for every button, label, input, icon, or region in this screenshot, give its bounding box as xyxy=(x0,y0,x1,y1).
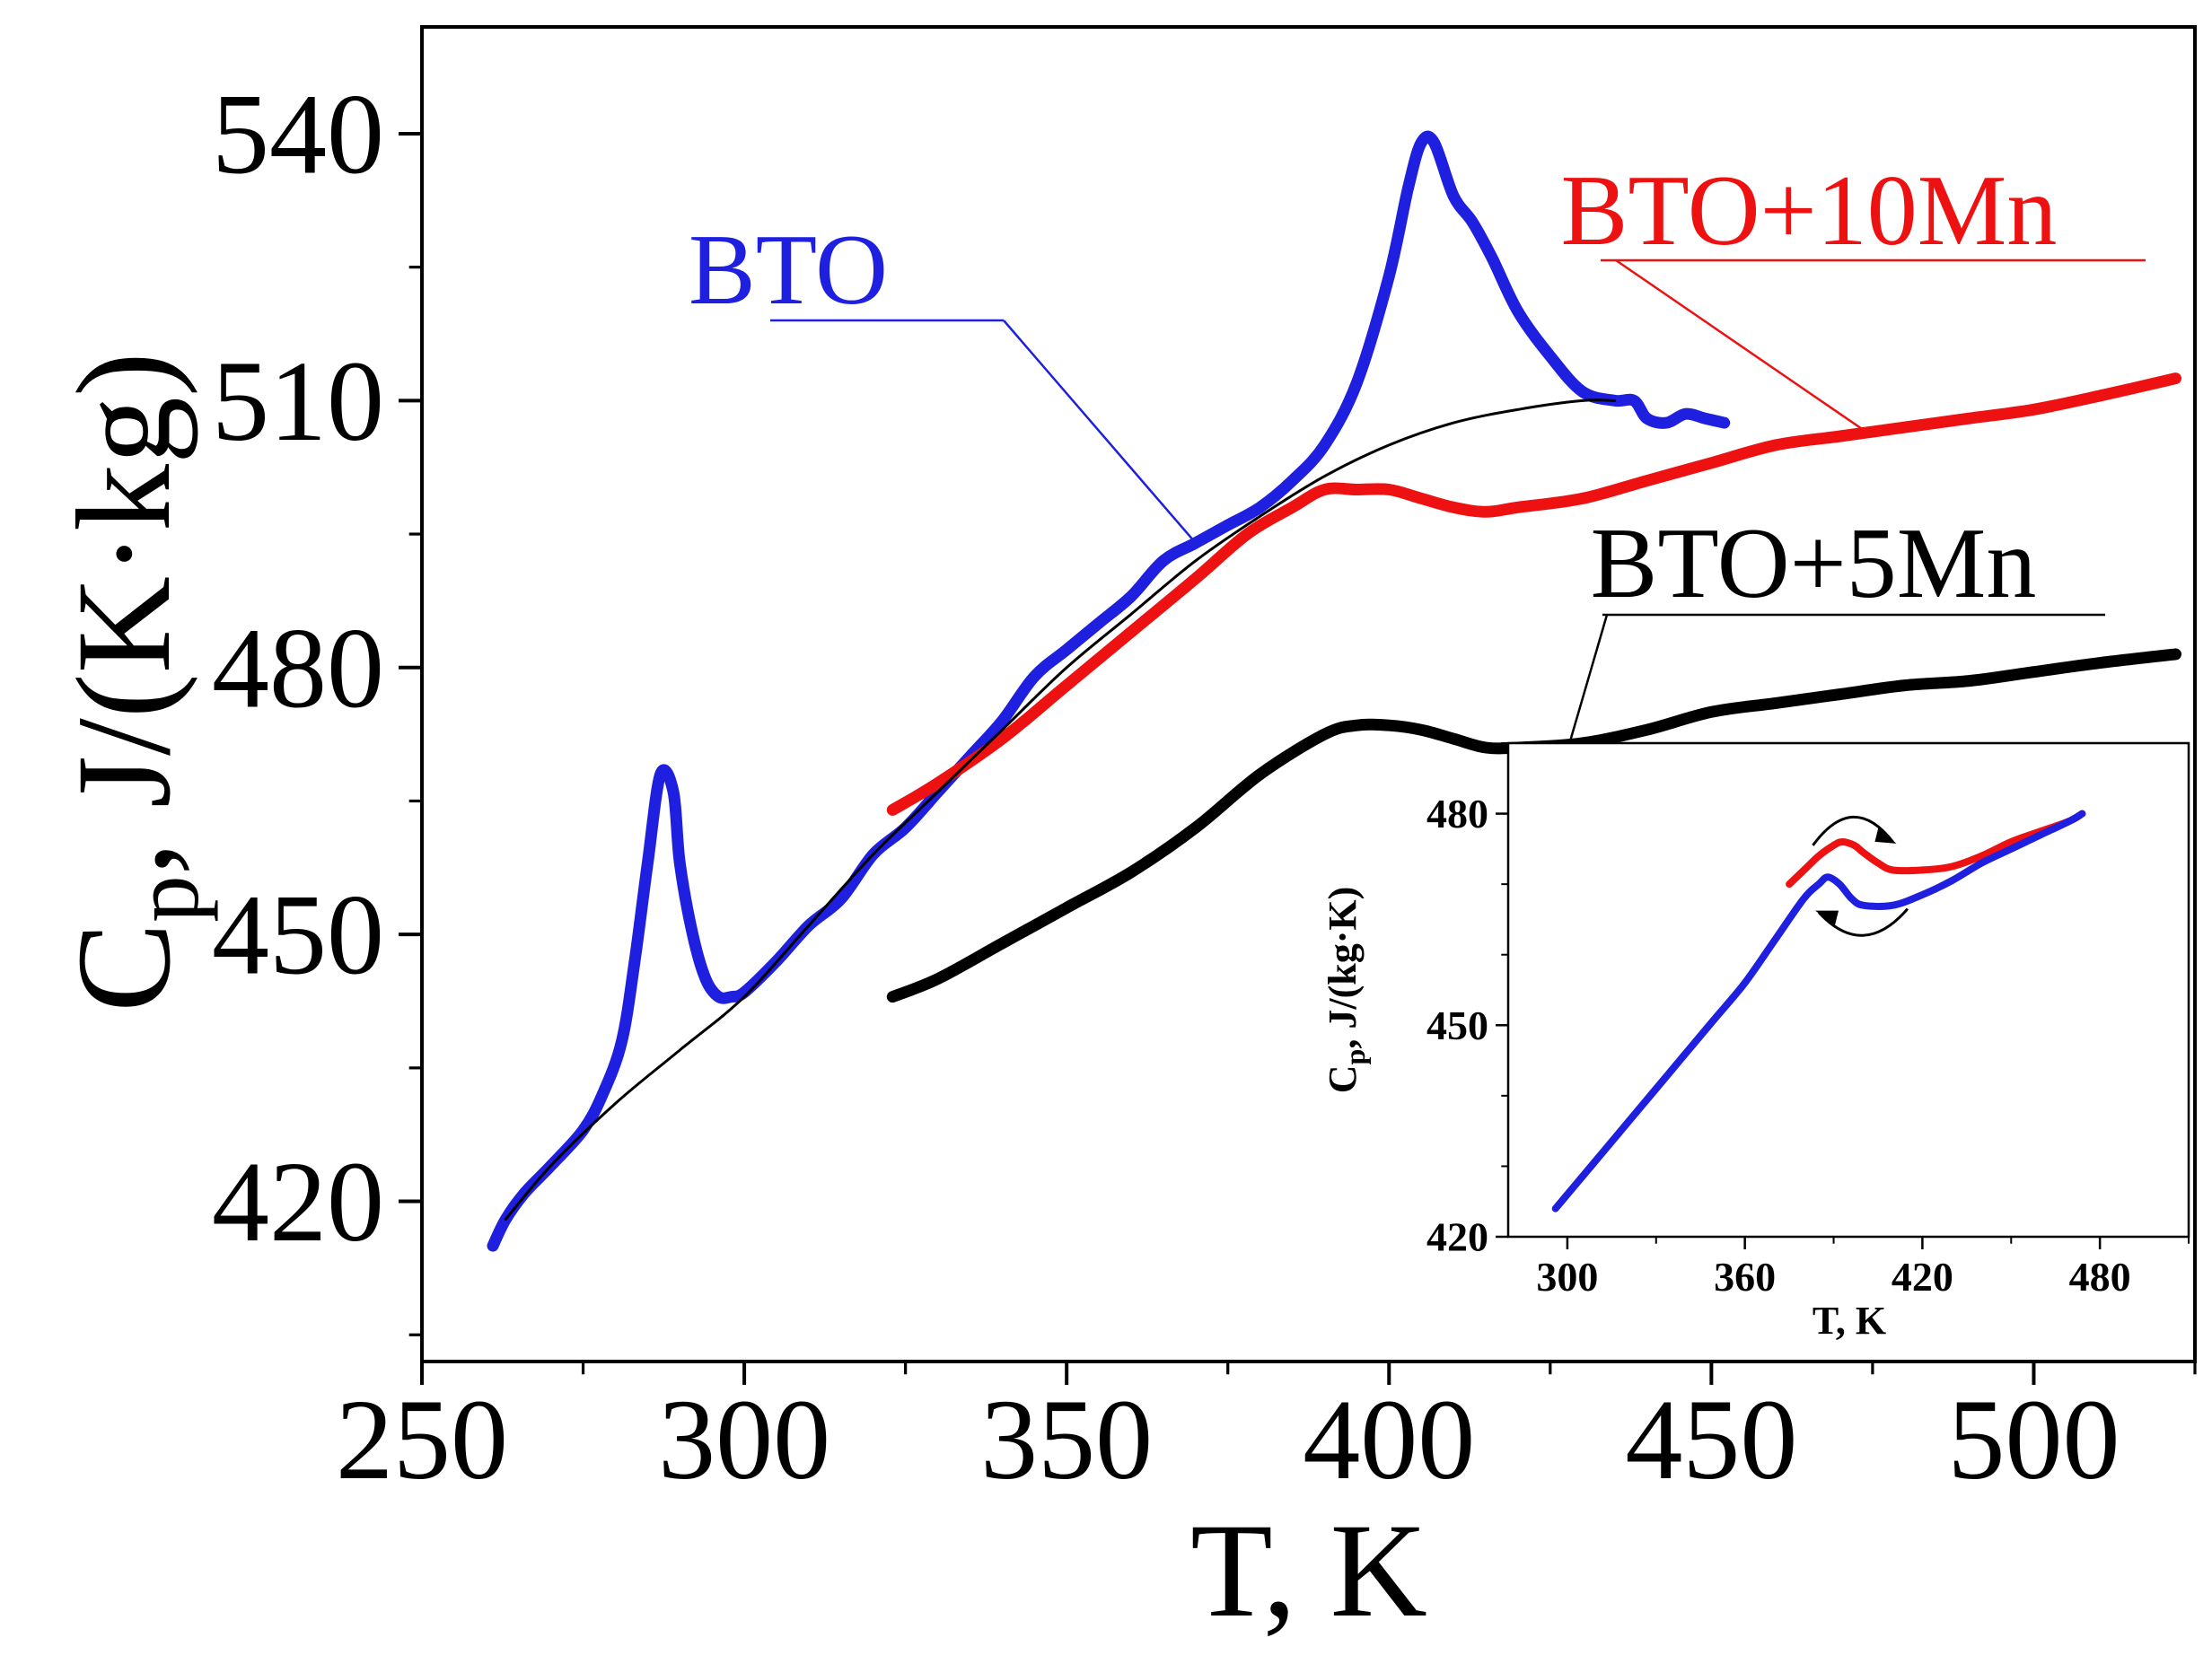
inset-axis-ticks: 300 360 420 480 420 450 480 xyxy=(1426,742,2190,1300)
main-x-tick-label: 250 xyxy=(336,1376,508,1503)
inset-y-tick-label: 450 xyxy=(1426,1003,1488,1048)
main-x-tick-label: 450 xyxy=(1625,1376,1797,1503)
inset-series-heating xyxy=(1786,810,2086,889)
inset-plot-frame xyxy=(1506,741,2190,1239)
main-y-label-symbol: C xyxy=(49,923,198,1012)
main-x-tick-label: 350 xyxy=(980,1376,1153,1503)
main-y-label-subscript: p xyxy=(113,875,218,923)
inset-x-tick-label: 360 xyxy=(1714,1254,1776,1300)
inset-y-label-units: , J/(kg·K) xyxy=(1321,887,1365,1049)
main-y-tick-label: 510 xyxy=(212,337,384,465)
annotation-label-bto: BTO xyxy=(689,215,888,326)
inset-arrow-right-curve xyxy=(1812,815,1894,846)
inset-y-label-symbol: C xyxy=(1321,1064,1365,1093)
inset-y-axis-label: Cp, J/(kg·K) xyxy=(1321,887,1371,1093)
main-series-bto-10mn xyxy=(886,372,2181,816)
main-x-tick-label: 500 xyxy=(1947,1376,2120,1503)
annotation-label-bto-10mn: BTO+10Mn xyxy=(1561,155,2058,267)
main-y-tick-label: 540 xyxy=(212,70,384,197)
main-y-tick-label: 420 xyxy=(212,1138,384,1265)
inset-plot: 300 360 420 480 420 450 480 T, K Cp, J/(kg·K) xyxy=(1321,741,2190,1343)
main-y-label-units: , J/(K·kg) xyxy=(49,352,198,875)
inset-arrow-right-head xyxy=(1874,827,1897,844)
inset-x-tick-label: 480 xyxy=(2069,1254,2131,1300)
inset-arrow-left-head xyxy=(1815,910,1839,925)
inset-y-tick-label: 420 xyxy=(1426,1214,1488,1260)
annotation-leader-bto-5mn xyxy=(1568,614,1609,744)
main-series-bto xyxy=(487,130,1731,1252)
inset-series-cooling xyxy=(1551,810,2086,1213)
main-series-bto-baseline xyxy=(504,398,1617,1221)
annotation-label-bto-5mn: BTO+5Mn xyxy=(1591,508,2037,619)
main-axis-ticks: 250 300 350 400 450 500 420 450 480 510 540 xyxy=(212,70,2197,1503)
inset-arrow-left-curve xyxy=(1817,907,1909,937)
main-y-tick-label: 480 xyxy=(212,604,384,731)
annotation-leader-bto-10mn xyxy=(1615,258,1874,438)
inset-arrow-left xyxy=(1815,907,1909,937)
inset-arrow-right xyxy=(1812,815,1897,846)
annotation-leader-bto xyxy=(1003,320,1197,544)
inset-x-tick-label: 300 xyxy=(1536,1254,1598,1300)
inset-series-layer xyxy=(1551,810,2086,1213)
main-annotations-layer: BTO BTO+10Mn BTO+5Mn xyxy=(689,155,2146,744)
main-x-tick-label: 400 xyxy=(1303,1376,1475,1503)
main-x-axis-label: T, K xyxy=(1190,1496,1427,1645)
main-plot-frame xyxy=(420,25,2197,1363)
inset-y-label-subscript: p xyxy=(1339,1049,1371,1065)
main-x-tick-label: 300 xyxy=(658,1376,830,1503)
inset-x-axis-label: T, K xyxy=(1813,1299,1886,1343)
inset-arrows-layer xyxy=(1812,815,1909,937)
inset-x-tick-label: 420 xyxy=(1892,1254,1953,1300)
inset-y-tick-label: 480 xyxy=(1426,791,1488,836)
main-y-tick-label: 450 xyxy=(212,871,384,999)
main-series-layer xyxy=(487,130,2181,1252)
main-y-axis-label: Cp, J/(K·kg) xyxy=(49,352,218,1012)
main-series-bto-5mn xyxy=(886,648,2181,1003)
